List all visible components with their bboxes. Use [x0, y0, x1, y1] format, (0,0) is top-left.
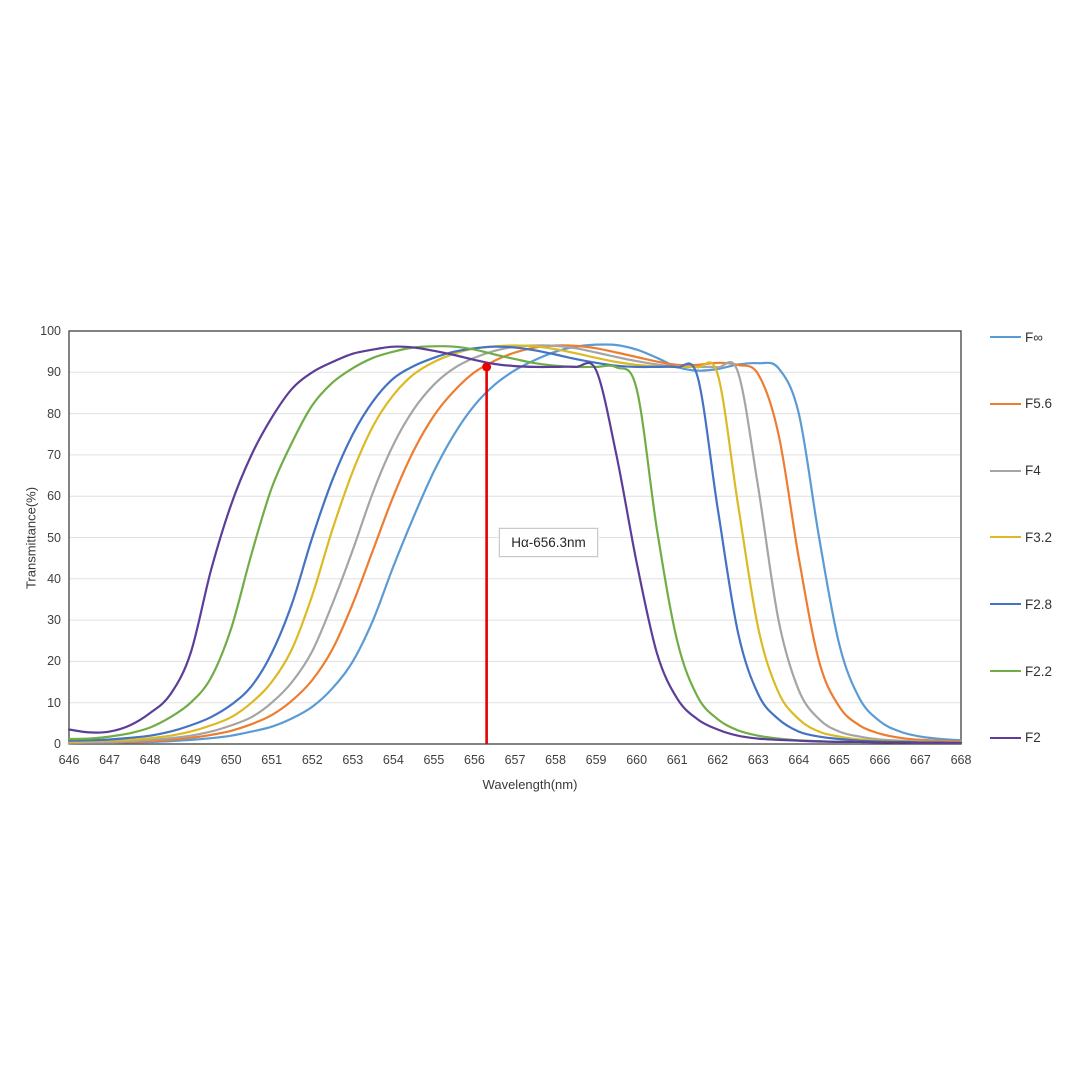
- x-tick-label-655: 655: [423, 753, 445, 767]
- legend-line-swatch: [990, 469, 1021, 472]
- legend-item-F4: F4: [990, 462, 1041, 480]
- legend-label: F2.8: [1025, 596, 1053, 612]
- y-tick-label-90: 90: [47, 365, 61, 380]
- x-tick-label-657: 657: [504, 753, 526, 767]
- x-tick-label-665: 665: [828, 753, 850, 767]
- x-tick-label-650: 650: [220, 753, 242, 767]
- legend-item-Finf: F∞: [990, 328, 1043, 346]
- x-tick-label-651: 651: [261, 753, 283, 767]
- legend-line-swatch: [990, 670, 1021, 672]
- halpha-marker-dot: [482, 362, 492, 372]
- x-tick-label-668: 668: [950, 753, 972, 767]
- x-tick-label-661: 661: [666, 753, 688, 767]
- y-tick-label-40: 40: [47, 571, 61, 586]
- plot-border: [68, 330, 962, 745]
- legend-line-swatch: [990, 603, 1021, 606]
- legend: F∞ F5.6 F4 F3.2 F2.8 F2.2 F2: [990, 0, 1088, 1088]
- legend-label: F5.6: [1025, 396, 1053, 412]
- legend-item-F5.6: F5.6: [990, 395, 1052, 413]
- y-tick-label-100: 100: [40, 324, 61, 338]
- y-tick-label-20: 20: [47, 654, 61, 669]
- y-tick-label-70: 70: [47, 447, 61, 462]
- series-line-F2: [67, 345, 963, 744]
- series-line-F3.2: [67, 344, 963, 744]
- halpha-annotation-label: Hα-656.3nm: [499, 528, 598, 557]
- legend-item-F2.2: F2.2: [990, 662, 1052, 680]
- legend-line-swatch: [990, 402, 1021, 405]
- x-tick-label-659: 659: [585, 753, 607, 767]
- x-axis-title: Wavelength(nm): [482, 777, 578, 792]
- legend-line-swatch: [990, 536, 1021, 539]
- x-tick-label-647: 647: [99, 753, 120, 767]
- legend-item-F2.8: F2.8: [990, 595, 1052, 613]
- x-tick-label-649: 649: [180, 753, 202, 767]
- x-tick-label-666: 666: [869, 753, 891, 767]
- legend-label: F2.2: [1025, 663, 1053, 679]
- y-tick-label-10: 10: [47, 695, 61, 710]
- x-tick-label-653: 653: [342, 753, 364, 767]
- legend-item-F2: F2: [990, 729, 1041, 747]
- x-tick-label-663: 663: [747, 753, 769, 767]
- x-tick-label-664: 664: [788, 753, 810, 767]
- legend-label: F2: [1025, 730, 1041, 746]
- y-tick-label-30: 30: [47, 613, 61, 628]
- y-tick-label-50: 50: [47, 530, 61, 545]
- y-tick-label-80: 80: [47, 406, 61, 421]
- x-tick-label-660: 660: [626, 753, 648, 767]
- legend-label: F4: [1025, 463, 1041, 479]
- legend-item-F3.2: F3.2: [990, 528, 1052, 546]
- y-tick-label-0: 0: [54, 737, 61, 751]
- series-line-F2.8: [67, 345, 963, 744]
- legend-line-swatch: [990, 736, 1021, 739]
- x-tick-label-658: 658: [545, 753, 566, 767]
- legend-line-swatch: [990, 336, 1021, 338]
- x-tick-label-667: 667: [910, 753, 931, 767]
- x-tick-label-652: 652: [301, 753, 323, 767]
- series-line-F5.6: [67, 344, 963, 744]
- x-tick-label-656: 656: [464, 753, 485, 767]
- x-tick-label-646: 646: [58, 753, 80, 767]
- x-tick-label-662: 662: [707, 753, 729, 767]
- y-tick-label-60: 60: [47, 489, 61, 504]
- y-axis-title: Transmittance(%): [23, 486, 39, 590]
- legend-label: F∞: [1025, 329, 1043, 345]
- x-tick-label-648: 648: [139, 753, 161, 767]
- x-tick-label-654: 654: [382, 753, 404, 767]
- legend-label: F3.2: [1025, 529, 1053, 545]
